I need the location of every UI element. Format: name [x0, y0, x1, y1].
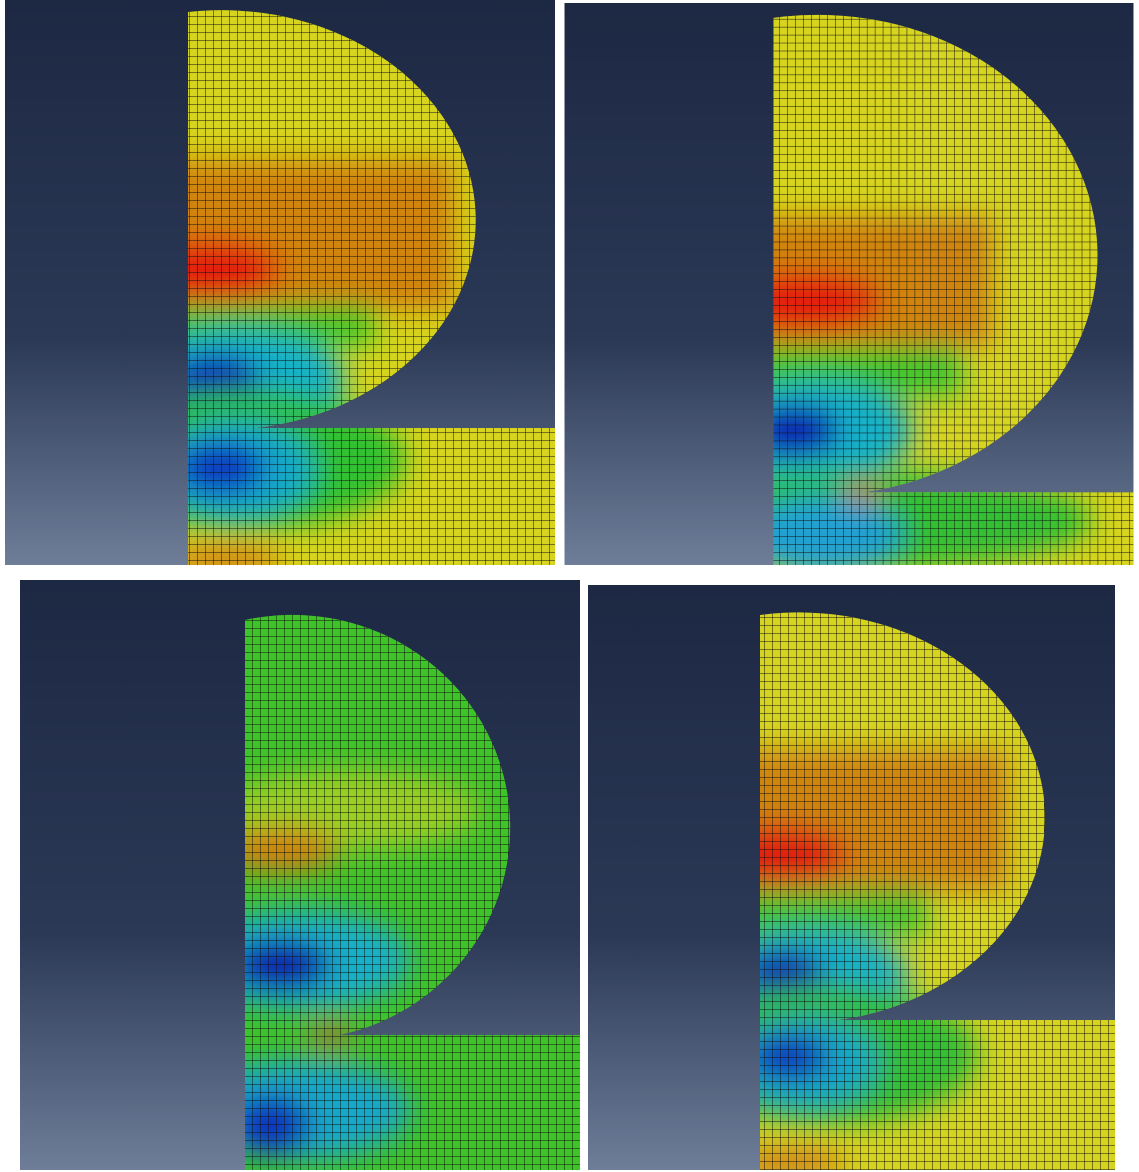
panel — [565, 3, 1134, 575]
panel — [5, 0, 555, 572]
page — [0, 0, 1139, 1172]
panel — [588, 585, 1115, 1172]
figure — [0, 0, 1139, 1172]
panel — [20, 580, 580, 1170]
